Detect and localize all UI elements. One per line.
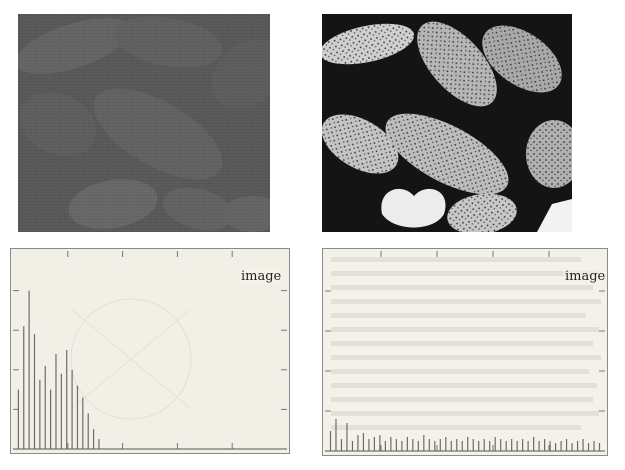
bleed-through-text xyxy=(331,257,601,430)
histogram-right: image xyxy=(322,248,608,456)
histogram-left-chart xyxy=(13,251,287,450)
high-contrast-photo-graphic xyxy=(322,14,572,232)
low-contrast-beans-photo xyxy=(18,14,270,232)
low-contrast-photo-graphic xyxy=(18,14,270,232)
panel-label: image xyxy=(239,269,284,284)
histogram-left: image xyxy=(10,248,290,454)
panel-label: image xyxy=(563,269,607,284)
faded-page-texture xyxy=(70,298,192,420)
axis-frame xyxy=(13,251,287,450)
histogram-bars xyxy=(17,290,100,449)
axis-frame xyxy=(325,251,605,452)
histogram-bars xyxy=(329,419,601,451)
histogram-right-chart xyxy=(325,251,605,452)
high-contrast-beans-photo xyxy=(322,14,572,232)
